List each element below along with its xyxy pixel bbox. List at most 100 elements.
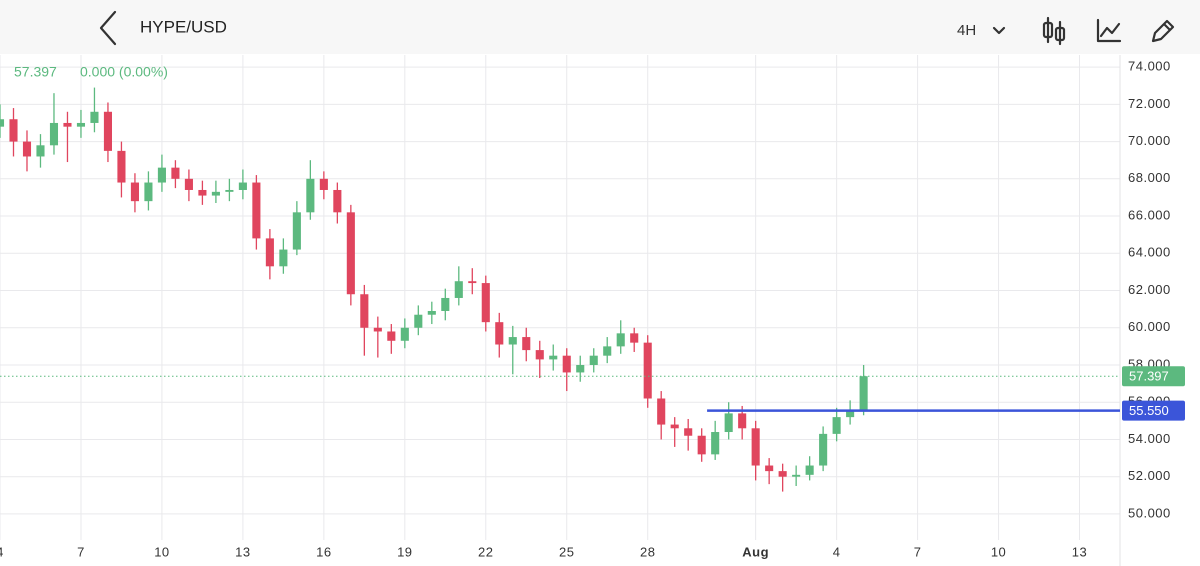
- candle-body: [616, 333, 625, 347]
- candle-body: [157, 167, 166, 183]
- chart: 50.00052.00054.00056.00058.00060.00062.0…: [0, 55, 1185, 566]
- candle-body: [549, 355, 558, 360]
- candle-body: [346, 212, 355, 295]
- candle-body: [670, 424, 679, 429]
- candle-body: [738, 413, 747, 429]
- candle-body: [711, 432, 720, 455]
- candle-body: [292, 212, 301, 250]
- candle-body: [103, 111, 112, 151]
- y-tick-label: 54.000: [1128, 431, 1171, 446]
- x-tick-label: 22: [478, 544, 493, 559]
- y-tick-label: 52.000: [1128, 468, 1171, 483]
- candle-body: [225, 189, 234, 192]
- candle-body: [427, 310, 436, 315]
- candle-body: [238, 182, 247, 190]
- candle-body: [481, 283, 490, 323]
- candle-body: [76, 122, 86, 127]
- quote: 57.397: [14, 64, 57, 80]
- icon-part: [1096, 18, 1122, 43]
- y-tick-label: 74.000: [1128, 59, 1171, 74]
- x-tick-label: 10: [991, 544, 1006, 559]
- candle-body: [697, 435, 706, 455]
- x-tick-label: 25: [559, 544, 574, 559]
- candle-body: [805, 465, 814, 475]
- candle-body: [562, 355, 571, 373]
- candle-body: [144, 182, 153, 202]
- x-tick-label: 4: [0, 544, 4, 559]
- candle-body: [508, 337, 517, 345]
- candle-body: [441, 297, 450, 311]
- candle-body: [319, 178, 328, 190]
- candle-body: [495, 322, 504, 345]
- candle-body: [468, 281, 477, 284]
- candle-icon[interactable]: [1042, 16, 1066, 46]
- x-tick-label: 28: [640, 544, 655, 559]
- candle-body: [859, 376, 868, 410]
- candle-body: [535, 350, 544, 360]
- candle-body: [211, 191, 220, 196]
- candle-body: [63, 122, 72, 127]
- candle-body: [643, 342, 652, 399]
- candle-body: [36, 145, 45, 157]
- candle-body: [792, 474, 801, 477]
- candle-body: [454, 281, 463, 298]
- x-tick-label: 4: [833, 544, 841, 559]
- candle-body: [265, 238, 274, 267]
- candle-body: [252, 182, 261, 239]
- candle-body: [306, 178, 315, 213]
- candle-body: [333, 189, 342, 213]
- candle-body: [724, 413, 733, 433]
- hline-label: 55.550: [1129, 403, 1169, 418]
- candle-body: [751, 428, 760, 466]
- x-tick-label: 10: [154, 544, 169, 559]
- candle-body: [90, 111, 99, 123]
- candle-body: [576, 364, 585, 373]
- x-tick-label: 19: [397, 544, 412, 559]
- candle-body: [684, 428, 693, 436]
- candle-body: [400, 327, 409, 341]
- candle-body: [9, 119, 18, 142]
- candle-body: [778, 471, 787, 477]
- x-tick-label: 13: [235, 544, 250, 559]
- last-price-tag: [1122, 366, 1185, 387]
- icon-part: [1099, 22, 1121, 38]
- x-tick-label: 7: [77, 544, 85, 559]
- symbol: HYPE/USD: [140, 17, 227, 36]
- icon-part: [1042, 21, 1054, 39]
- candle-body: [373, 327, 382, 332]
- indicator-icon[interactable]: [1096, 18, 1122, 43]
- candle-body: [117, 150, 126, 183]
- candle-body: [0, 119, 5, 127]
- x-tick-label: 13: [1072, 544, 1087, 559]
- icon-part: [1054, 26, 1066, 42]
- y-tick-label: 50.000: [1128, 505, 1171, 520]
- candle-body: [657, 398, 666, 425]
- x-tick-label: 7: [914, 544, 922, 559]
- last-price-label: 57.397: [1129, 369, 1169, 384]
- back-button[interactable]: [99, 10, 117, 46]
- candle-body: [22, 141, 32, 157]
- header-bar: [0, 0, 1200, 54]
- candle-body: [630, 333, 639, 343]
- candle-body: [589, 355, 598, 365]
- candle-body: [832, 417, 841, 434]
- candle-body: [49, 122, 59, 146]
- quote-change: 0.000 (0.00%): [80, 64, 168, 80]
- interval[interactable]: 4H: [957, 22, 976, 39]
- x-tick-label: Aug: [742, 544, 769, 559]
- y-tick-label: 64.000: [1128, 245, 1171, 260]
- candle-body: [846, 409, 855, 418]
- candle-body: [184, 178, 193, 190]
- y-tick-label: 66.000: [1128, 207, 1171, 222]
- y-tick-label: 62.000: [1128, 282, 1171, 297]
- y-tick-label: 72.000: [1128, 96, 1171, 111]
- interval-dropdown[interactable]: [992, 26, 1006, 35]
- draw-icon[interactable]: [1151, 19, 1175, 43]
- y-tick-label: 68.000: [1128, 170, 1171, 185]
- candle-body: [279, 249, 288, 267]
- candle-body: [130, 182, 139, 202]
- candle-body: [765, 465, 774, 472]
- hline-tag: [1122, 400, 1185, 421]
- candle-body: [171, 167, 180, 179]
